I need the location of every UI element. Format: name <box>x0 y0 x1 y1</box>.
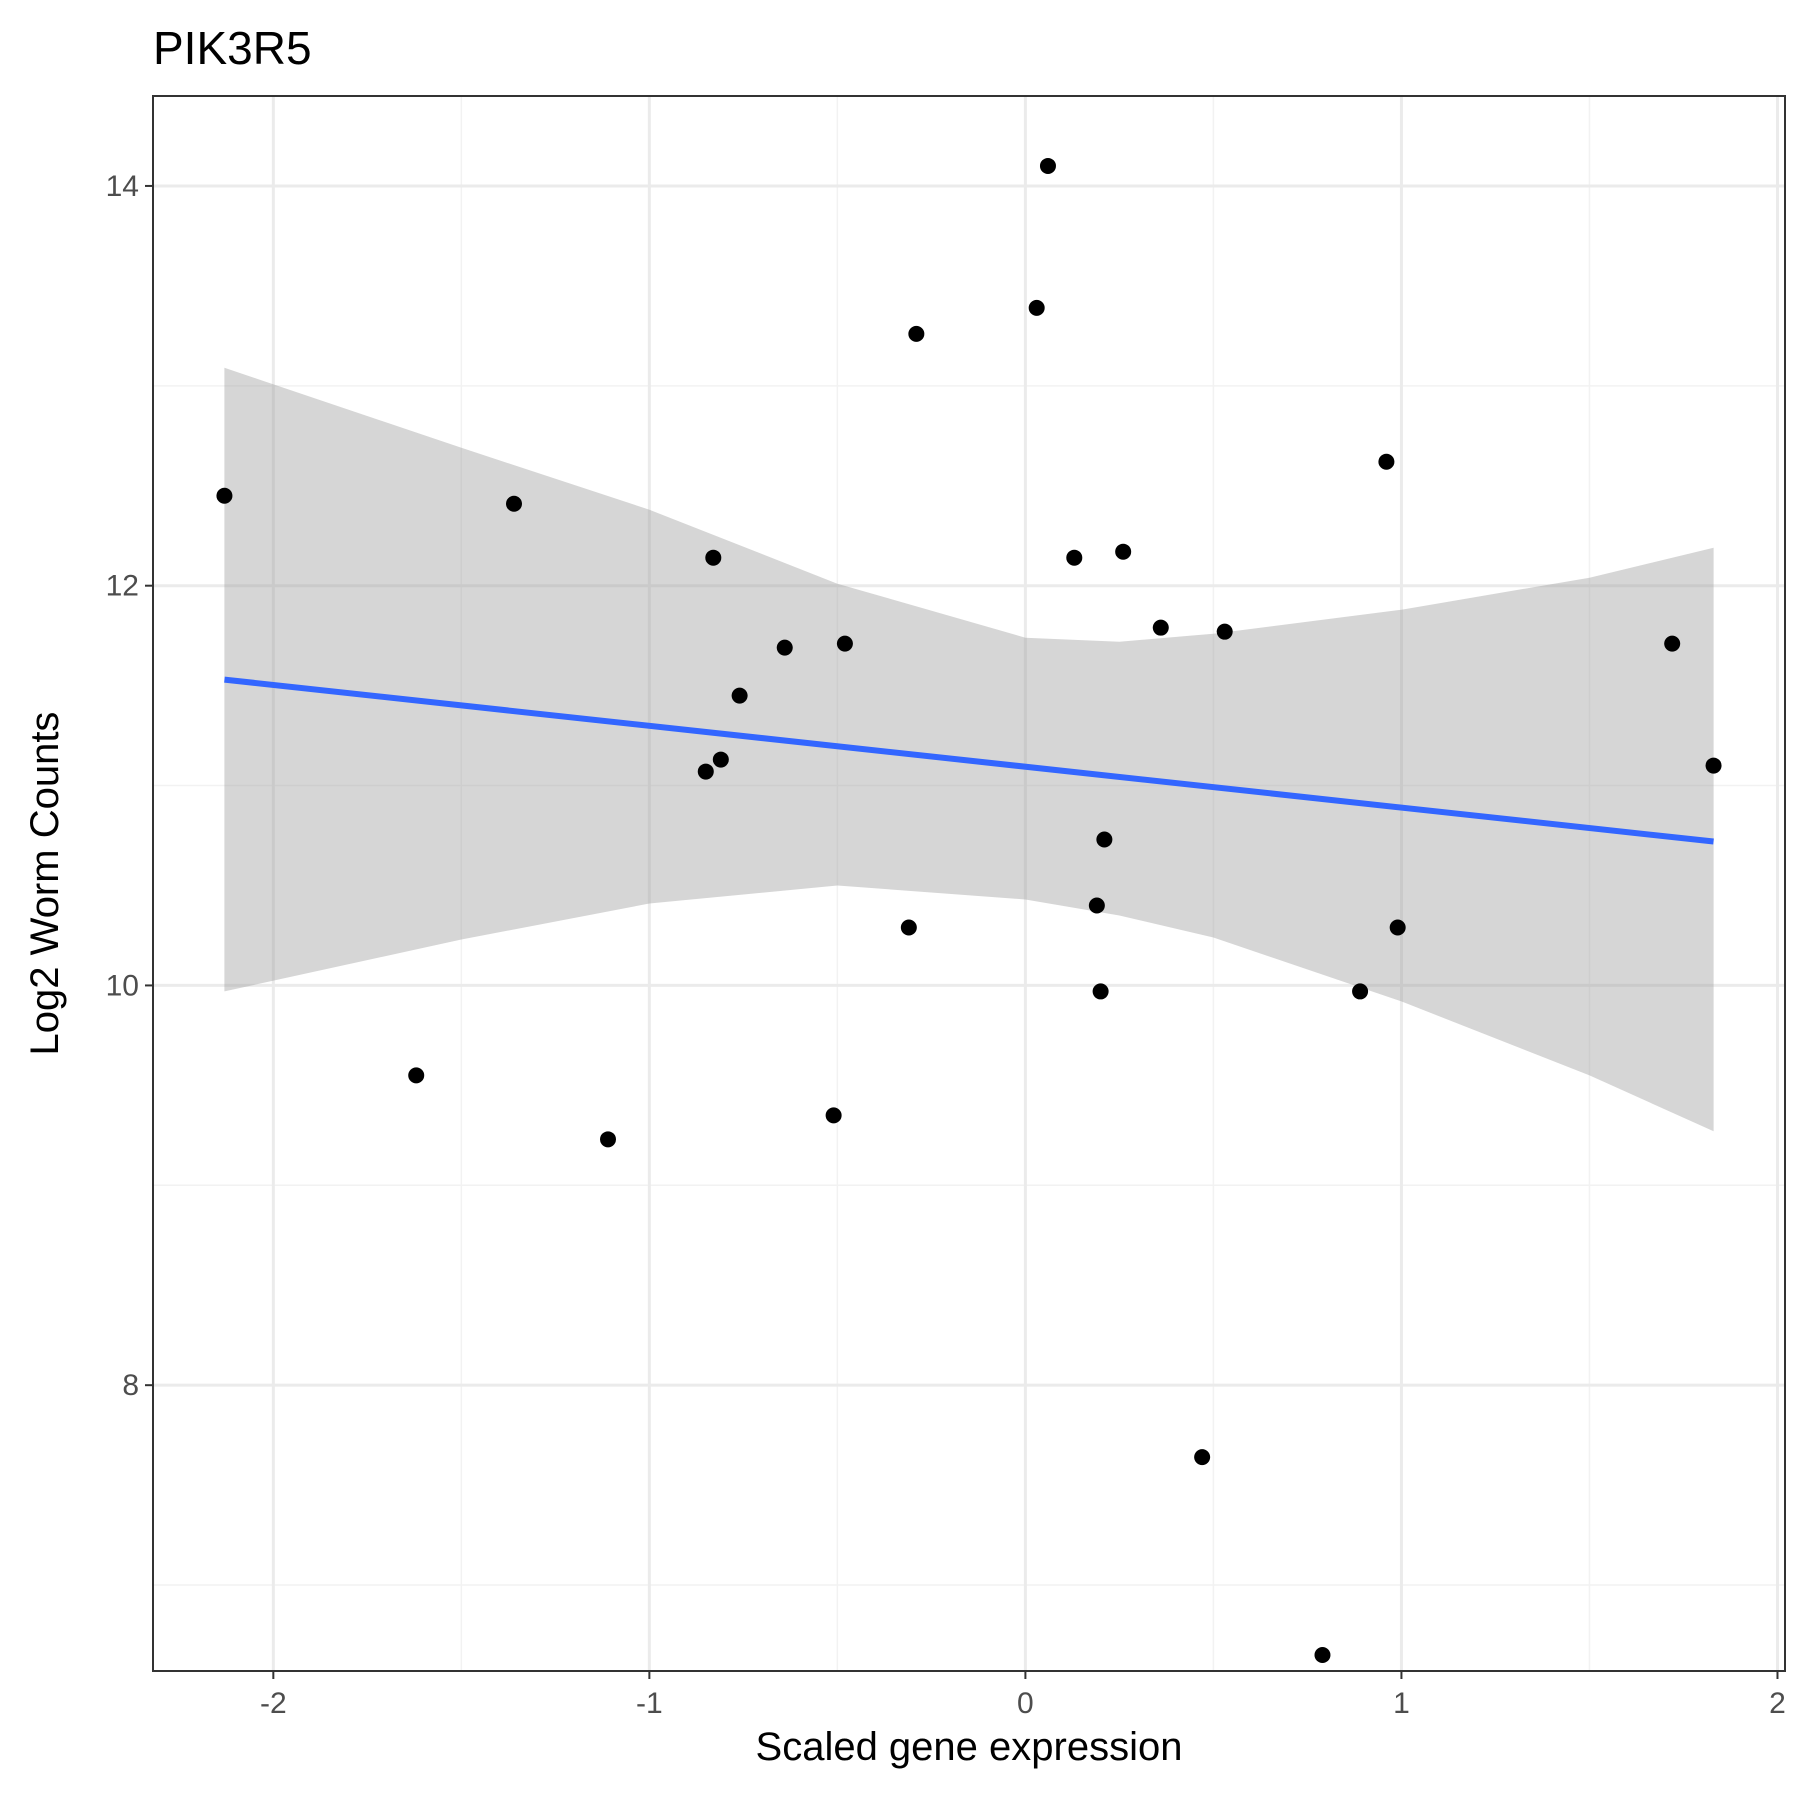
data-points <box>216 157 1722 1664</box>
data-point <box>408 1067 425 1084</box>
data-point <box>1096 831 1113 848</box>
y-tick-label: 8 <box>122 1369 139 1402</box>
data-point <box>825 1107 842 1124</box>
data-point <box>1066 549 1083 566</box>
x-tick-label: 1 <box>1393 1687 1410 1720</box>
x-axis: -2 -1 0 1 2 <box>260 1671 1786 1720</box>
data-point <box>1314 1647 1331 1664</box>
data-point <box>908 325 925 342</box>
confidence-band <box>224 367 1714 1132</box>
data-point <box>1028 299 1045 316</box>
data-point <box>1389 919 1406 936</box>
y-axis-title: Log2 Worm Counts <box>23 712 67 1056</box>
data-point <box>600 1131 617 1148</box>
data-point <box>776 639 793 656</box>
data-point <box>505 495 522 512</box>
data-point <box>1152 619 1169 636</box>
x-tick-label: 0 <box>1017 1687 1034 1720</box>
data-point <box>1378 453 1395 470</box>
data-point <box>1352 983 1369 1000</box>
y-tick-label: 10 <box>106 969 139 1002</box>
data-point <box>1216 623 1233 640</box>
data-point <box>216 487 233 504</box>
regression-line <box>224 676 1714 845</box>
data-point <box>705 549 722 566</box>
data-point <box>697 763 714 780</box>
data-point <box>1088 897 1105 914</box>
data-point <box>1039 157 1056 174</box>
data-point <box>1664 635 1681 652</box>
data-point <box>1705 757 1722 774</box>
data-point <box>731 687 748 704</box>
major-gridlines <box>153 96 1785 1671</box>
minor-gridlines <box>153 96 1785 1671</box>
data-point <box>712 751 729 768</box>
data-point <box>1092 983 1109 1000</box>
plot-panel-border <box>152 95 1786 1672</box>
fit-line-layer <box>224 676 1714 845</box>
data-point <box>1194 1449 1211 1466</box>
chart-title: PIK3R5 <box>153 22 312 74</box>
x-tick-label: -1 <box>636 1687 663 1720</box>
x-tick-label: -2 <box>260 1687 287 1720</box>
data-point <box>900 919 917 936</box>
x-tick-label: 2 <box>1769 1687 1786 1720</box>
data-point <box>836 635 853 652</box>
confidence-band-layer <box>224 367 1714 1132</box>
y-axis: 8 10 12 14 <box>106 170 153 1402</box>
x-axis-title: Scaled gene expression <box>756 1725 1183 1769</box>
y-tick-label: 14 <box>106 170 139 203</box>
y-tick-label: 12 <box>106 570 139 603</box>
data-point <box>1115 543 1132 560</box>
